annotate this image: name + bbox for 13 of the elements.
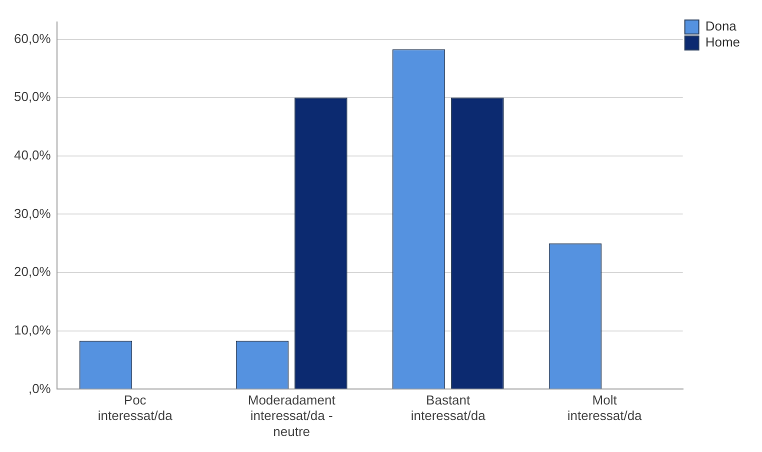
y-tick-label: ,0%: [28, 380, 52, 396]
y-tick-label: 60,0%: [14, 30, 52, 46]
y-tick-label: 40,0%: [14, 148, 52, 163]
y-tick-label: 10,0%: [14, 322, 52, 338]
x-tick-label: Bastant interessat/da: [410, 392, 486, 424]
x-tick-label: Poc interessat/da: [98, 392, 174, 424]
y-tick-label: 50,0%: [14, 89, 52, 104]
legend-label: Home: [705, 34, 740, 50]
x-tick-label: Moderadament interessat/da - neutre: [248, 392, 336, 439]
y-tick-label: 30,0%: [14, 206, 52, 221]
legend-label: Dona: [705, 18, 738, 34]
x-tick-label: Molt interessat/da: [567, 392, 643, 424]
y-tick-label: 20,0%: [14, 264, 52, 280]
